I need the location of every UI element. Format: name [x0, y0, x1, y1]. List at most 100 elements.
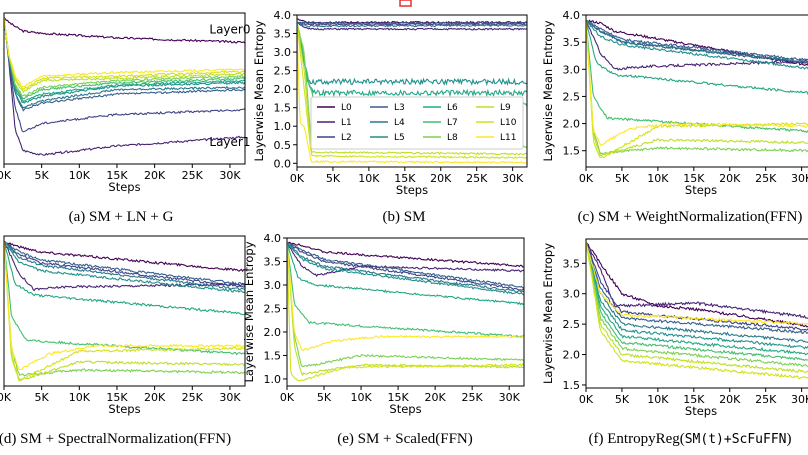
y-tick-label: 3.5	[563, 36, 581, 49]
chart-c: 0K 5K 10K 15K 20K 25K 30K 1.5 2.0 2.5 3.0 3.5 4.0 Ste…	[541, 9, 808, 225]
line-L5	[287, 242, 524, 296]
line-L8	[287, 242, 524, 368]
line-L10	[586, 241, 808, 380]
x-tick-label: 30K	[499, 391, 521, 404]
y-tick-label: 1.5	[563, 379, 581, 392]
line-L4	[297, 21, 527, 28]
line-L5	[4, 17, 245, 104]
y-tick-label: 4.0	[264, 232, 282, 245]
line-L1	[4, 17, 245, 156]
x-tick-label: 5K	[317, 391, 332, 404]
y-tick-label: 0.5	[274, 139, 292, 152]
line-L3	[4, 17, 245, 112]
y-tick-label: 1.5	[264, 349, 282, 362]
line-L0	[4, 17, 245, 44]
line-L5	[586, 20, 808, 70]
x-tick-label: 15K	[683, 172, 705, 185]
legend: L0 L1 L2 L3 L4 L5 L6 L7 L8 L9 L10 L11	[310, 96, 524, 150]
line-L0	[586, 241, 808, 328]
y-axis-label: Layerwise Mean Entropy	[252, 20, 266, 161]
x-tick-label: 25K	[755, 172, 777, 185]
series-group	[4, 17, 245, 156]
line-L7	[4, 17, 245, 100]
x-tick-label: 0K	[579, 393, 594, 406]
line-L10	[287, 242, 524, 382]
x-tick-label: 30K	[791, 172, 808, 185]
line-L9	[297, 22, 527, 156]
x-tick-label: 5K	[35, 169, 50, 182]
legend-label: L2	[341, 133, 352, 143]
x-axis-label: Steps	[389, 402, 421, 416]
line-L7	[586, 20, 808, 134]
x-tick-label: 15K	[387, 391, 409, 404]
chart-d: 0K 5K 10K 15K 20K 25K 30K Steps (d) SM + Spectra…	[0, 235, 246, 447]
line-L9	[586, 241, 808, 374]
legend-label: L11	[500, 133, 516, 143]
x-tick-label: 15K	[683, 393, 705, 406]
x-tick-label: 10K	[350, 391, 372, 404]
x-tick-label: 25K	[462, 391, 484, 404]
x-tick-label: 30K	[219, 391, 241, 404]
line-L11	[586, 241, 808, 326]
line-L6	[4, 241, 245, 316]
line-L9	[287, 242, 524, 377]
x-tick-label: 5K	[35, 391, 50, 404]
chart-b: 0K 5K 10K 15K 20K 25K 30K 0.0 0.5 1.0 1.5 2.0 2.5 3.0…	[252, 9, 528, 225]
line-L9	[4, 17, 245, 94]
x-axis-label: Steps	[685, 404, 717, 418]
legend-label: L4	[394, 118, 405, 128]
y-tick-label: 2.0	[274, 83, 292, 96]
line-L9	[586, 20, 808, 157]
y-tick-label: 2.5	[563, 90, 581, 103]
y-axis-label: Layerwise Mean Entropy	[541, 20, 555, 161]
y-tick-label: 3.0	[563, 288, 581, 301]
series-group	[287, 241, 524, 382]
line-L10	[4, 241, 245, 382]
line-L3	[297, 21, 527, 25]
x-tick-label: 10K	[69, 391, 91, 404]
line-L8	[4, 241, 245, 377]
line-L10	[4, 17, 245, 91]
line-L3	[287, 242, 524, 289]
y-tick-label: 1.0	[264, 373, 282, 386]
legend-label: L10	[500, 118, 517, 128]
line-L11	[287, 242, 524, 352]
x-tick-label: 30K	[502, 172, 524, 185]
legend-label: L1	[341, 118, 352, 128]
line-L2	[586, 241, 808, 331]
y-tick-label: 3.5	[264, 255, 282, 268]
x-tick-label: 30K	[219, 169, 241, 182]
line-L6	[4, 17, 245, 103]
x-tick-label: 5K	[326, 172, 341, 185]
line-L11	[4, 17, 245, 88]
x-tick-label: 10K	[69, 169, 91, 182]
line-L4	[287, 242, 524, 293]
legend-label: L5	[394, 133, 405, 143]
line-L5	[297, 22, 527, 87]
x-tick-label: 5K	[615, 393, 630, 406]
y-tick-label: 2.0	[563, 118, 581, 131]
line-L8	[586, 20, 808, 155]
x-tick-label: 10K	[647, 172, 669, 185]
x-tick-label: 20K	[144, 169, 166, 182]
legend-label: L7	[447, 118, 458, 128]
cropped-red-mark	[399, 0, 412, 7]
x-tick-label: 20K	[719, 393, 741, 406]
line-L2	[4, 240, 245, 288]
y-tick-label: 4.0	[274, 9, 292, 22]
line-L6	[586, 20, 808, 95]
line-L2	[287, 242, 524, 291]
line-L0	[287, 241, 524, 268]
plot-frame	[585, 14, 808, 168]
caption: (c) SM + WeightNormalization(FFN)	[578, 209, 803, 225]
x-tick-label: 20K	[144, 391, 166, 404]
legend-label: L3	[394, 103, 405, 113]
plot-frame	[286, 237, 525, 387]
line-L11	[297, 22, 527, 164]
line-L0	[4, 240, 245, 273]
y-tick-label: 2.0	[563, 349, 581, 362]
y-axis-label: Layerwise Mean Entropy	[242, 241, 256, 382]
y-tick-label: 2.5	[563, 318, 581, 331]
line-L2	[4, 17, 245, 133]
